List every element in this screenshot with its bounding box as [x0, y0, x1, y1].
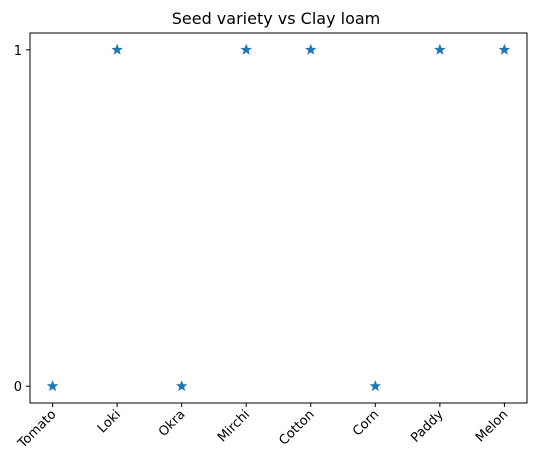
data-point-star: [370, 381, 380, 390]
y-tick-label: 0: [14, 380, 22, 395]
data-point-star: [241, 45, 251, 54]
x-tick-label: Mirchi: [215, 407, 253, 445]
plot-area: [30, 33, 527, 403]
data-points: [48, 45, 510, 391]
chart-title: Seed variety vs Clay loam: [172, 9, 381, 28]
x-tick-label: Tomato: [15, 407, 60, 452]
data-point-star: [306, 45, 316, 54]
y-axis: 01: [14, 44, 30, 395]
x-tick-label: Paddy: [408, 407, 447, 446]
data-point-star: [48, 381, 58, 390]
data-point-star: [499, 45, 509, 54]
data-point-star: [112, 45, 122, 54]
x-tick-label: Okra: [156, 407, 189, 440]
data-point-star: [177, 381, 187, 390]
x-tick-label: Corn: [350, 407, 382, 439]
y-tick-label: 1: [14, 44, 22, 59]
data-point-star: [435, 45, 445, 54]
x-tick-label: Cotton: [276, 407, 317, 448]
x-tick-label: Melon: [473, 407, 511, 445]
plot-frame: [30, 33, 527, 403]
x-axis: Tomato Loki Okra Mirchi Cotton Corn Paddy Melon: [15, 403, 512, 452]
x-tick-label: Loki: [95, 407, 124, 436]
